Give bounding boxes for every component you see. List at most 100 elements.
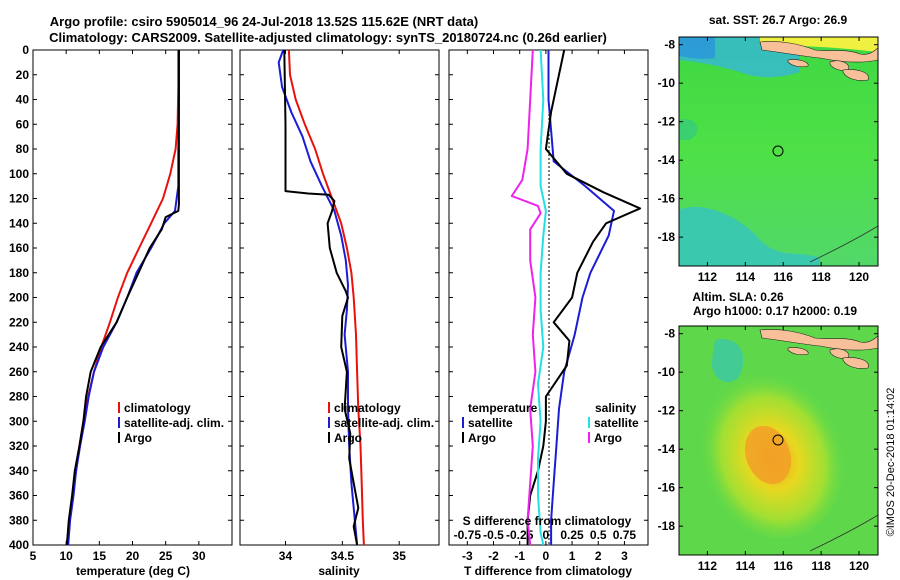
- salinity-plot-frame: [239, 49, 440, 546]
- x-tick-label: -2: [488, 549, 499, 563]
- salinity-x-label: salinity: [318, 564, 360, 578]
- lat-tick-label: -18: [658, 230, 676, 244]
- legend-label-satellite: satellite-adj. clim.: [124, 416, 224, 430]
- salinity-legend: climatology satellite-adj. clim. Argo: [328, 401, 434, 445]
- s-diff-tick-label: 0.75: [613, 528, 637, 542]
- series-argo: [65, 50, 180, 546]
- x-tick-label: 34.5: [331, 549, 355, 563]
- y-tick-label: 160: [9, 241, 29, 255]
- x-tick-label: 20: [126, 549, 140, 563]
- imos-timestamp: ©IMOS 20-Dec-2018 01:14:02: [885, 388, 897, 537]
- lon-tick-label: 114: [736, 270, 756, 284]
- legend-label-t-argo: Argo: [468, 431, 496, 445]
- lat-tick-label: -18: [658, 519, 676, 533]
- y-tick-label: 80: [16, 142, 30, 156]
- legend-label-climatology: climatology: [124, 401, 191, 415]
- x-tick-label: 35: [393, 549, 407, 563]
- x-tick-label: 2: [595, 549, 602, 563]
- lon-tick-label: 118: [811, 559, 831, 573]
- y-tick-label: 400: [9, 538, 29, 552]
- lon-tick-label: 114: [736, 559, 756, 573]
- sla-map: Altim. SLA: 0.26 Argo h1000: 0.17 h2000:…: [658, 290, 879, 573]
- lon-tick-label: 116: [774, 559, 794, 573]
- salinity-x-axis: 34 34.5 35: [279, 50, 406, 563]
- s-diff-tick-label: 0: [543, 528, 550, 542]
- difference-series: [510, 49, 642, 546]
- land-sumba: [842, 357, 869, 369]
- x-tick-label: 1: [569, 549, 576, 563]
- lon-tick-label: 120: [849, 270, 869, 284]
- difference-y-axis: [449, 49, 648, 546]
- legend-label-argo: Argo: [124, 431, 152, 445]
- lon-tick-label: 116: [774, 270, 794, 284]
- y-tick-label: 380: [9, 513, 29, 527]
- lon-tick-label: 112: [698, 559, 718, 573]
- land-lombok: [787, 59, 809, 68]
- x-tick-label: -3: [462, 549, 473, 563]
- title-line-1: Argo profile: csiro 5905014_96 24-Jul-20…: [50, 14, 479, 29]
- sst-map-lat-axis: -8 -10 -12 -14 -16 -18: [658, 38, 878, 244]
- sst-cool-core: [679, 37, 715, 59]
- sla-map-title-2: Argo h1000: 0.17 h2000: 0.19: [693, 304, 857, 318]
- argo-location-marker: [772, 434, 784, 446]
- y-tick-label: 220: [9, 315, 29, 329]
- lon-tick-label: 118: [811, 270, 831, 284]
- x-tick-label: 5: [30, 549, 37, 563]
- series-climatology: [287, 49, 365, 546]
- sla-map-frame: [678, 325, 879, 556]
- y-tick-label: 180: [9, 266, 29, 280]
- y-tick-label: 280: [9, 390, 29, 404]
- y-tick-label: 300: [9, 414, 29, 428]
- land-sumba: [842, 69, 869, 81]
- salinity-series: [277, 49, 365, 546]
- temperature-legend: climatology satellite-adj. clim. Argo: [118, 401, 224, 445]
- y-tick-label: 140: [9, 216, 29, 230]
- sst-map-title: sat. SST: 26.7 Argo: 26.9: [709, 13, 848, 27]
- lon-tick-label: 120: [849, 559, 869, 573]
- x-tick-label: 25: [159, 549, 173, 563]
- y-tick-label: 20: [16, 68, 30, 82]
- y-tick-label: 200: [9, 291, 29, 305]
- x-tick-label: -1: [514, 549, 525, 563]
- y-tick-label: 320: [9, 439, 29, 453]
- sst-map-frame: [678, 36, 879, 267]
- legend-label-argo: Argo: [334, 431, 362, 445]
- lat-tick-label: -12: [658, 115, 676, 129]
- legend-label-s-satellite: satellite: [594, 416, 639, 430]
- difference-x-label: T difference from climatology: [464, 564, 632, 578]
- y-tick-label: 40: [16, 93, 30, 107]
- s-diff-tick-label: 0.5: [590, 528, 607, 542]
- sla-map-lat-axis: -8 -10 -12 -14 -16 -18: [658, 327, 878, 533]
- salinity-difference-label: S difference from climatology: [463, 514, 632, 528]
- x-tick-label: 0: [543, 549, 550, 563]
- lat-tick-label: -8: [664, 38, 675, 52]
- land-lombok: [787, 347, 809, 356]
- sla-map-lon-axis: 112 114 116 118 120: [698, 326, 869, 573]
- y-tick-label: 0: [22, 43, 29, 57]
- argo-location-marker: [772, 145, 784, 157]
- y-tick-label: 260: [9, 365, 29, 379]
- s-diff-tick-label: -0.75: [454, 528, 482, 542]
- lat-tick-label: -8: [664, 327, 675, 341]
- legend-label-s-argo: Argo: [594, 431, 622, 445]
- x-tick-label: 10: [59, 549, 73, 563]
- y-tick-label: 100: [9, 167, 29, 181]
- legend-title-salinity: salinity: [595, 401, 637, 415]
- lat-tick-label: -14: [658, 153, 676, 167]
- difference-panel: -3 -2 -1 0 1 2 3 -0.75 -0.5 -0.25 0 0.25 0.5 0.75 T …: [448, 49, 649, 578]
- y-tick-label: 240: [9, 340, 29, 354]
- land-java-bali: [759, 329, 878, 351]
- legend-label-t-satellite: satellite: [468, 416, 513, 430]
- temperature-y-axis: 0 20 40 60 80 100 120 140 160 180 200 220 240 260 280 3…: [9, 43, 232, 552]
- difference-x-axis: -3 -2 -1 0 1 2 3: [462, 50, 628, 563]
- lat-tick-label: -10: [658, 365, 676, 379]
- legend-title-temperature: temperature: [468, 401, 538, 415]
- sst-warm-coast: [760, 37, 878, 52]
- salinity-y-axis: [240, 49, 439, 546]
- australia-coastline: [809, 514, 878, 552]
- x-tick-label: 34: [279, 549, 293, 563]
- difference-legend: temperature satellite Argo salinity sate…: [462, 401, 639, 445]
- temperature-x-axis: 5 10 15 20 25 30: [30, 50, 206, 563]
- temperature-series: [65, 50, 180, 546]
